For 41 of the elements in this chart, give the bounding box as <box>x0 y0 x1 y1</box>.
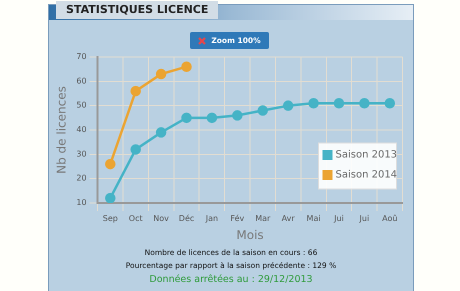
point <box>156 127 166 138</box>
x-tick-label: Déc <box>178 214 194 223</box>
y-tick-label: 60 <box>76 76 87 86</box>
point <box>232 110 243 121</box>
y-tick-label: 70 <box>76 52 87 62</box>
x-tick-label: Mai <box>306 214 321 223</box>
point <box>206 112 218 124</box>
legend-label: Saison 2014 <box>336 170 398 181</box>
x-tick-label: Jui <box>358 214 370 223</box>
point <box>334 98 344 108</box>
x-tick-label: Oct <box>128 214 143 223</box>
x-tick-label: Nov <box>153 214 170 223</box>
y-tick-label: 30 <box>76 149 87 158</box>
point <box>105 158 116 170</box>
x-tick-label: Jan <box>204 214 218 223</box>
point <box>359 98 370 108</box>
point <box>384 98 396 108</box>
chart-title: STATISTIQUES LICENCE <box>56 1 218 19</box>
x-axis-title: Mois <box>236 228 264 242</box>
y-tick-label: 20 <box>76 174 87 183</box>
point <box>181 61 192 72</box>
x-tick-label: Aoû <box>382 214 398 223</box>
point <box>257 105 268 116</box>
y-tick-label: 10 <box>76 198 87 208</box>
point <box>105 192 116 203</box>
y-tick-label: 50 <box>76 100 87 110</box>
point <box>282 100 294 111</box>
point <box>156 68 166 80</box>
y-axis-title: Nb de licences <box>54 86 68 174</box>
x-tick-label: Fév <box>230 214 245 223</box>
text: Données arrêtées au : 29/12/2013 <box>148 274 314 285</box>
x-tick-label: Avr <box>282 214 296 223</box>
point <box>181 112 192 124</box>
point <box>308 98 319 108</box>
point <box>130 86 141 96</box>
x-tick-label: Mar <box>255 214 272 223</box>
legend-label: Saison 2013 <box>336 150 398 161</box>
x-tick-label: Sep <box>102 214 118 223</box>
x-tick-label: Jui <box>333 214 344 223</box>
y-tick-label: 40 <box>76 125 87 134</box>
point <box>130 144 141 155</box>
